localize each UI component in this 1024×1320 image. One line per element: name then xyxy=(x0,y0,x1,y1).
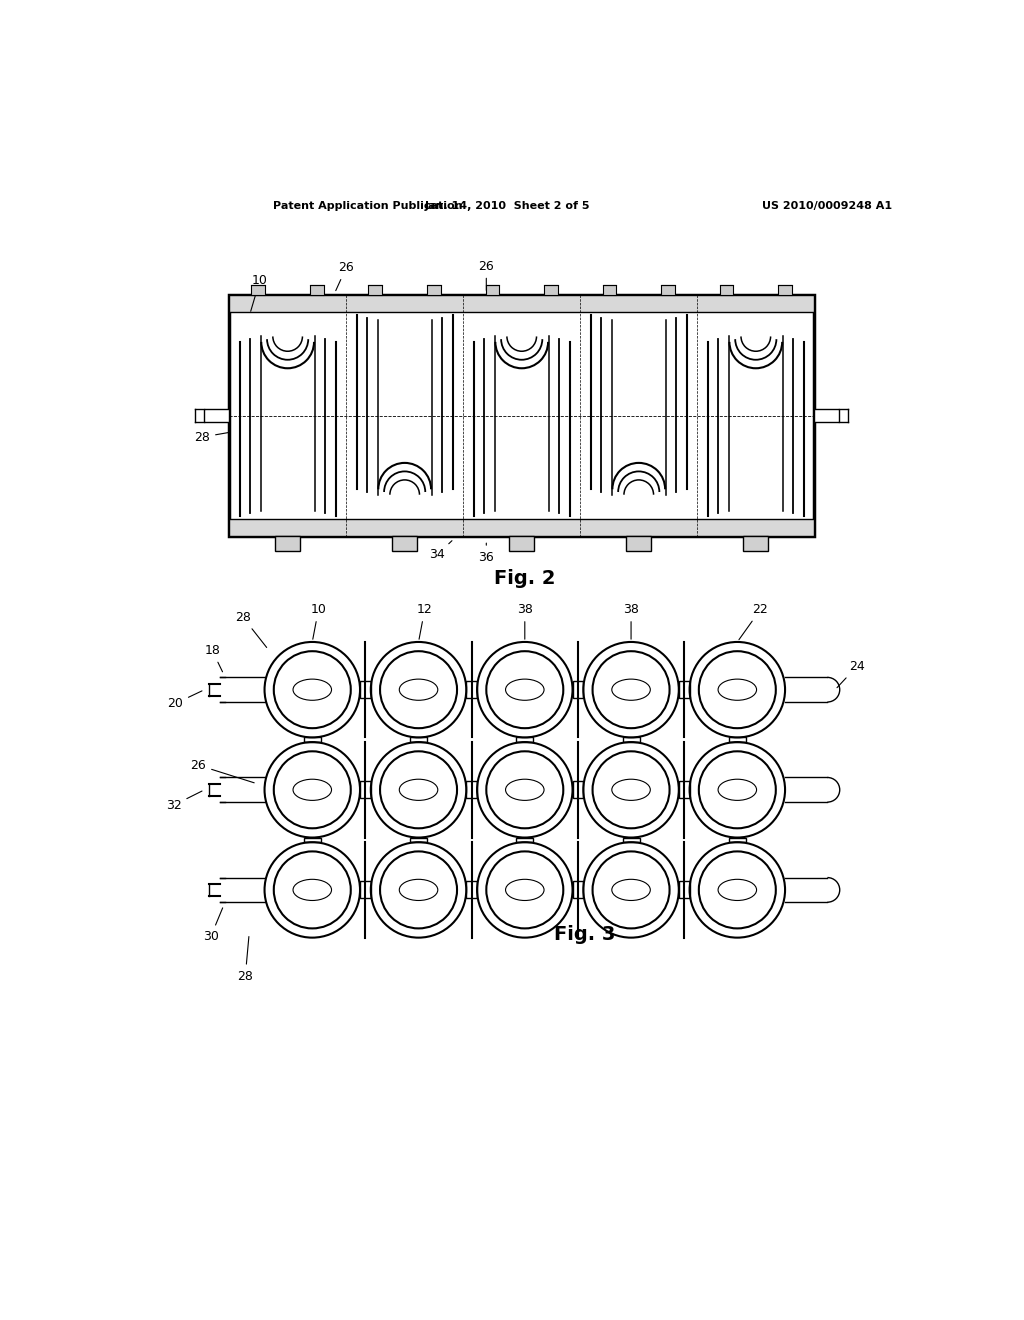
Bar xyxy=(466,882,477,899)
Bar xyxy=(304,738,321,742)
Text: US 2010/0009248 A1: US 2010/0009248 A1 xyxy=(762,201,892,211)
Circle shape xyxy=(593,651,670,729)
Bar xyxy=(572,882,584,899)
Text: 22: 22 xyxy=(739,603,768,640)
Bar xyxy=(466,681,477,698)
Text: 38: 38 xyxy=(624,603,639,639)
Bar xyxy=(466,781,477,799)
Text: 32: 32 xyxy=(166,791,202,812)
Circle shape xyxy=(380,851,457,928)
Bar xyxy=(275,536,300,552)
Bar xyxy=(778,285,792,296)
Text: 38: 38 xyxy=(517,603,532,639)
Bar xyxy=(720,285,733,296)
Bar xyxy=(304,837,321,842)
Bar xyxy=(392,536,417,552)
Text: Jan. 14, 2010  Sheet 2 of 5: Jan. 14, 2010 Sheet 2 of 5 xyxy=(425,201,591,211)
Text: 12: 12 xyxy=(417,603,432,639)
Text: 20: 20 xyxy=(167,690,202,710)
Bar xyxy=(360,681,371,698)
Bar xyxy=(427,285,441,296)
Circle shape xyxy=(380,751,457,829)
Circle shape xyxy=(273,651,351,729)
Bar xyxy=(662,285,675,296)
Bar xyxy=(814,409,839,422)
Circle shape xyxy=(593,851,670,928)
Bar xyxy=(360,882,371,899)
Text: 34: 34 xyxy=(429,541,452,561)
Bar xyxy=(252,285,265,296)
Bar xyxy=(572,681,584,698)
Text: 26: 26 xyxy=(190,759,254,783)
Bar xyxy=(602,285,616,296)
Bar xyxy=(572,781,584,799)
Text: 10: 10 xyxy=(310,603,327,639)
Bar xyxy=(410,837,427,842)
Bar xyxy=(516,738,534,742)
Bar xyxy=(310,285,324,296)
Text: 28: 28 xyxy=(236,611,266,648)
Bar xyxy=(485,285,500,296)
Circle shape xyxy=(273,751,351,829)
Text: 28: 28 xyxy=(238,937,253,982)
Bar xyxy=(623,837,640,842)
Bar xyxy=(679,681,689,698)
Bar xyxy=(229,519,814,536)
Text: Fig. 3: Fig. 3 xyxy=(554,925,615,944)
Text: 10: 10 xyxy=(251,273,268,312)
Bar xyxy=(679,882,689,899)
Bar xyxy=(627,536,651,552)
Bar xyxy=(516,837,534,842)
Text: 26: 26 xyxy=(478,260,495,290)
Bar xyxy=(229,296,814,536)
Circle shape xyxy=(698,751,776,829)
Text: Patent Application Publication: Patent Application Publication xyxy=(273,201,463,211)
Bar xyxy=(369,285,382,296)
Circle shape xyxy=(593,751,670,829)
Text: 26: 26 xyxy=(336,261,354,290)
Bar xyxy=(729,837,745,842)
Circle shape xyxy=(698,851,776,928)
Text: 36: 36 xyxy=(478,543,495,564)
Text: Fig. 2: Fig. 2 xyxy=(494,569,556,587)
Bar xyxy=(623,738,640,742)
Circle shape xyxy=(486,851,563,928)
Bar xyxy=(729,738,745,742)
Circle shape xyxy=(486,651,563,729)
Bar xyxy=(410,738,427,742)
Bar xyxy=(743,536,768,552)
Circle shape xyxy=(698,651,776,729)
Text: 18: 18 xyxy=(204,644,222,672)
Text: 24: 24 xyxy=(837,660,864,688)
Bar xyxy=(509,536,535,552)
Text: 28: 28 xyxy=(195,430,230,444)
Bar xyxy=(360,781,371,799)
Circle shape xyxy=(380,651,457,729)
Circle shape xyxy=(273,851,351,928)
Text: 30: 30 xyxy=(203,908,222,944)
Bar xyxy=(205,409,229,422)
Circle shape xyxy=(486,751,563,829)
Bar xyxy=(229,296,814,313)
Bar xyxy=(544,285,558,296)
Bar xyxy=(679,781,689,799)
